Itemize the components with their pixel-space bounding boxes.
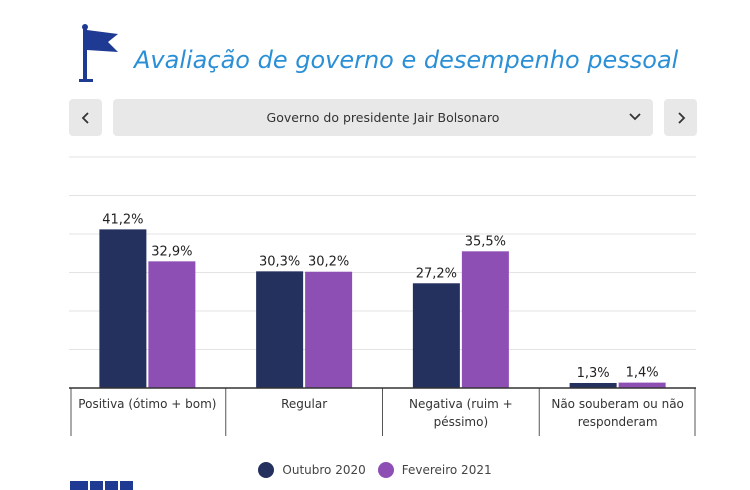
- bar-value-label: 41,2%: [102, 212, 143, 227]
- bar[interactable]: [461, 251, 509, 388]
- category-label: Negativa (ruim +: [409, 397, 513, 411]
- logo: [70, 481, 133, 490]
- flag-icon: [79, 24, 118, 82]
- bar-value-label: 1,3%: [577, 366, 610, 381]
- bar-value-label: 30,3%: [259, 254, 300, 269]
- bar-value-label: 1,4%: [626, 366, 659, 381]
- category-label: Positiva (ótimo + bom): [78, 397, 216, 411]
- previous-button[interactable]: [69, 99, 102, 136]
- category-label: Regular: [281, 397, 327, 411]
- bar[interactable]: [569, 382, 617, 388]
- bar[interactable]: [412, 283, 460, 388]
- legend-swatch: [258, 462, 275, 478]
- chart-legend: Outubro 2020 Fevereiro 2021: [0, 462, 750, 478]
- legend-item-outubro-2020[interactable]: Outubro 2020: [258, 462, 366, 478]
- chevron-down-icon: [629, 113, 641, 121]
- chart-title: Avaliação de governo e desempenho pessoa…: [134, 46, 679, 74]
- next-button[interactable]: [664, 99, 697, 136]
- bar[interactable]: [256, 271, 304, 388]
- chevron-left-icon: [81, 111, 89, 124]
- category-label: péssimo): [434, 415, 489, 429]
- bar-value-label: 35,5%: [465, 234, 506, 249]
- chart-header: Avaliação de governo e desempenho pessoa…: [78, 20, 718, 86]
- legend-label: Outubro 2020: [282, 463, 366, 477]
- bar-value-label: 30,2%: [308, 255, 349, 270]
- bar[interactable]: [99, 229, 147, 388]
- chevron-right-icon: [677, 111, 685, 124]
- legend-label: Fevereiro 2021: [401, 463, 492, 477]
- category-label: responderam: [578, 415, 658, 429]
- category-label: Não souberam ou não: [551, 397, 684, 411]
- bar[interactable]: [618, 382, 666, 388]
- bar[interactable]: [305, 271, 353, 388]
- government-select-value: Governo do presidente Jair Bolsonaro: [266, 110, 500, 125]
- legend-item-fevereiro-2021[interactable]: Fevereiro 2021: [377, 462, 492, 478]
- bar-chart: 41,2% 32,9% Positiva (ótimo + bom) 30,3% 30,…: [69, 156, 696, 436]
- bar[interactable]: [148, 261, 196, 388]
- bar-value-label: 32,9%: [151, 244, 192, 259]
- government-select[interactable]: Governo do presidente Jair Bolsonaro: [113, 99, 653, 136]
- legend-swatch: [377, 462, 394, 478]
- bar-value-label: 27,2%: [416, 266, 457, 281]
